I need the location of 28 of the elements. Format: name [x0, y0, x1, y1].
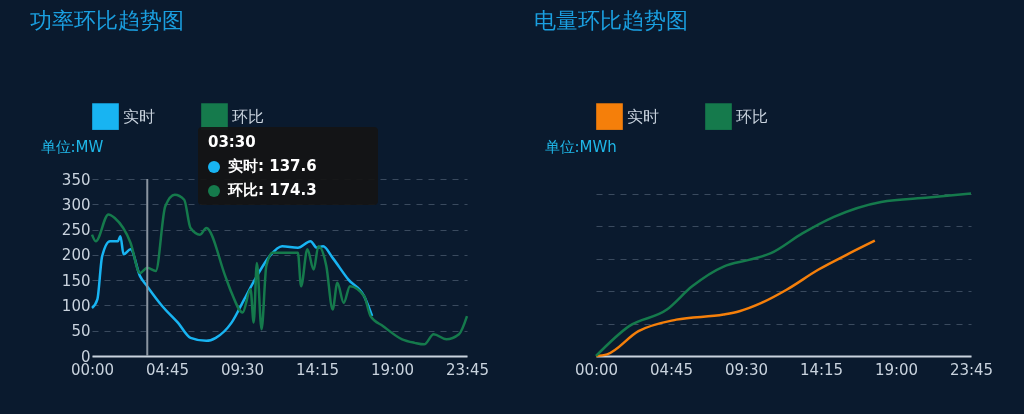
x-tick-label: 04:45 [649, 360, 694, 379]
chart-title: 功率环比趋势图 [30, 8, 184, 33]
annotation: 环比: 174.3 [228, 181, 317, 199]
x-tick-label: 23:45 [445, 360, 490, 379]
x-tick-label: 14:15 [799, 360, 844, 379]
y-tick-label: 350 [61, 170, 91, 189]
legend-label: 实时 [627, 106, 659, 126]
x-tick-label: 09:30 [724, 360, 769, 379]
y-axis-title: 单位:MWh [544, 137, 617, 156]
y-tick-label: 50 [71, 322, 91, 341]
legend-label: 实时 [123, 106, 155, 126]
y-tick-label: 300 [61, 195, 91, 214]
x-tick-label: 19:00 [874, 360, 919, 379]
y-tick-label: 250 [61, 221, 91, 240]
x-tick-label: 19:00 [370, 360, 415, 379]
y-tick-label: 150 [61, 271, 91, 290]
y-tick-label: 200 [61, 246, 91, 265]
x-tick-label: 00:00 [574, 360, 619, 379]
x-tick-label: 23:45 [949, 360, 994, 379]
x-tick-label: 04:45 [145, 360, 190, 379]
x-tick-label: 14:15 [295, 360, 340, 379]
x-tick-label: 09:30 [220, 360, 265, 379]
chart-title: 电量环比趋势图 [534, 8, 688, 33]
legend-label: 环比 [736, 106, 768, 126]
tooltip-panel: 03:30 实时: 137.6 环比: 174.3 [198, 127, 378, 205]
y-axis-title: 单位:MW [40, 137, 104, 156]
legend-label: 环比 [232, 106, 264, 126]
y-tick-label: 100 [61, 296, 91, 315]
